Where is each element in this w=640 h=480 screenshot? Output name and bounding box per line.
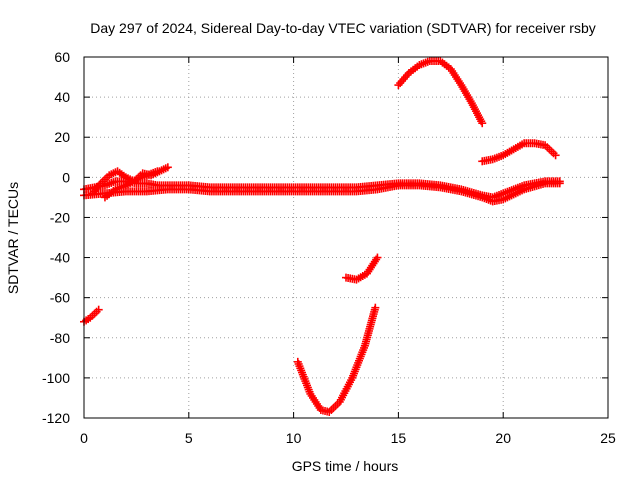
plot-frame: [83, 56, 609, 419]
series-main-band-lower: [80, 179, 564, 206]
y-tick-label: -40: [50, 250, 70, 266]
data-series: [80, 57, 564, 416]
y-tick-label: 0: [62, 169, 70, 185]
chart-title: Day 297 of 2024, Sidereal Day-to-day VTE…: [90, 20, 596, 36]
x-tick-label: 25: [600, 430, 616, 446]
y-tick-label: -80: [50, 330, 70, 346]
x-tick-label: 10: [286, 430, 302, 446]
grid-lines: [84, 57, 608, 418]
y-tick-label: -60: [50, 290, 70, 306]
x-tick-label: 0: [80, 430, 88, 446]
x-tick-label: 15: [391, 430, 407, 446]
series-deep-dip-arc: [293, 303, 380, 416]
series-late-arc: [478, 139, 560, 166]
y-tick-label: -100: [42, 370, 70, 386]
series-mid-short-arc: [342, 253, 382, 284]
y-tick-label: 40: [54, 89, 70, 105]
x-tick-label: 5: [185, 430, 193, 446]
y-tick-label: 20: [54, 129, 70, 145]
x-axis-label: GPS time / hours: [292, 458, 399, 474]
y-tick-label: 60: [54, 49, 70, 65]
series-early-diagonals: [100, 167, 162, 202]
y-tick-label: -20: [50, 209, 70, 225]
x-tick-label: 20: [495, 430, 511, 446]
series-high-arc: [394, 57, 487, 128]
y-tick-label: -120: [42, 410, 70, 426]
y-axis-label: SDTVAR / TECUs: [5, 182, 21, 294]
axis-ticks: 0 5 10 15 20 25 -120 -100 -80 -60 -40 -20 0 20 40 60: [42, 49, 616, 446]
